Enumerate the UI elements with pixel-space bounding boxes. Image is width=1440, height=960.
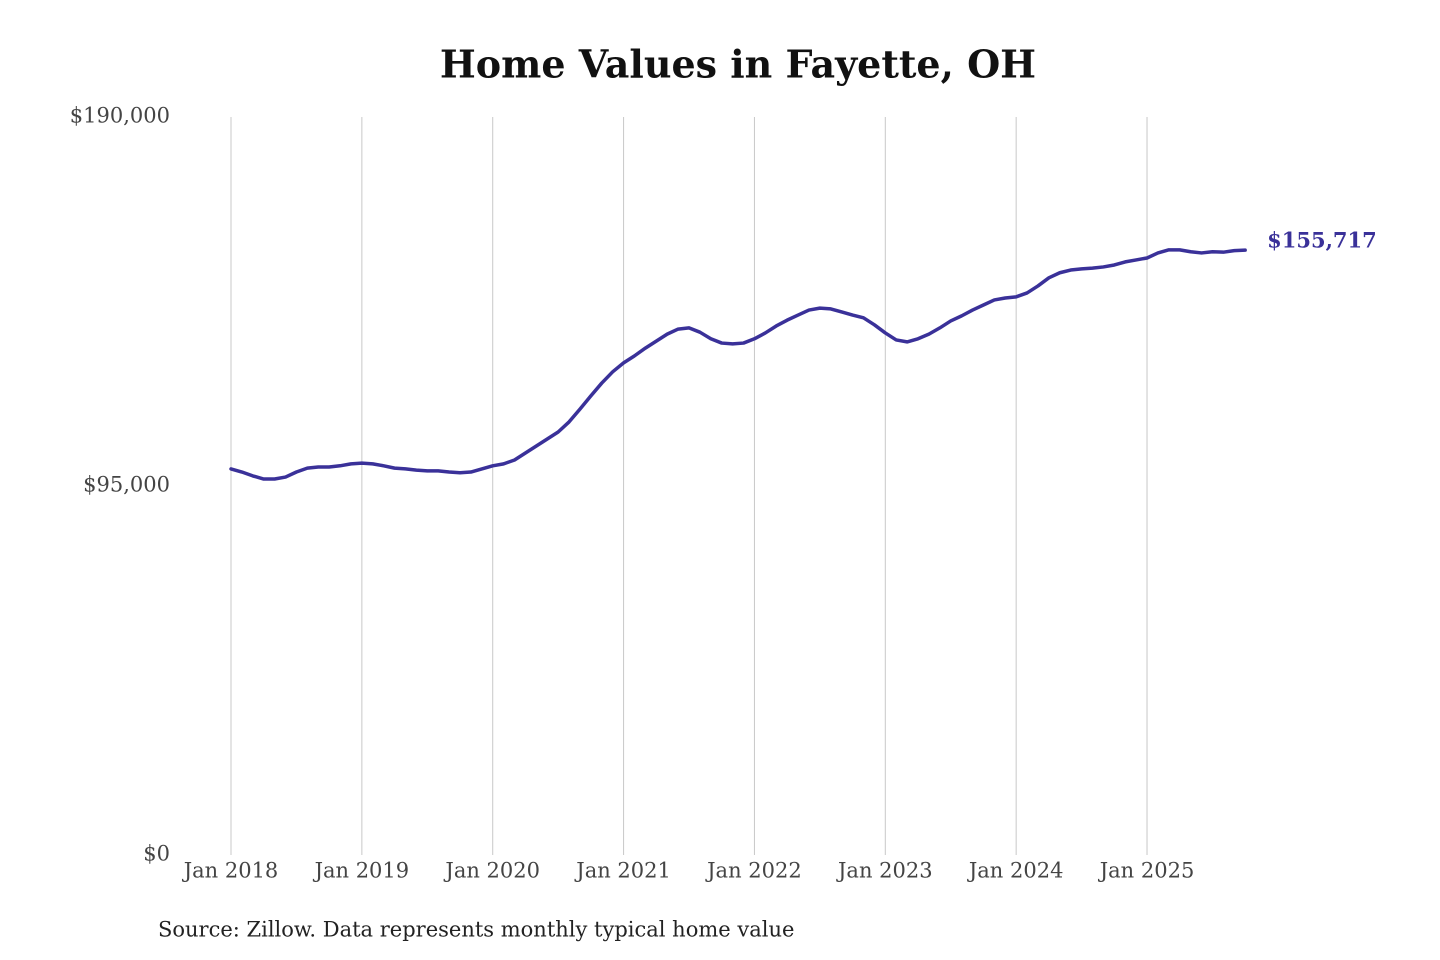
chart-title: Home Values in Fayette, OH <box>440 42 1036 87</box>
y-tick-label: $95,000 <box>83 473 170 497</box>
value-label: $155,717 <box>1267 228 1377 253</box>
x-tick-label: Jan 2020 <box>443 859 540 883</box>
x-tick-label: Jan 2025 <box>1098 859 1195 883</box>
x-tick-label: Jan 2021 <box>574 859 671 883</box>
x-tick-label: Jan 2018 <box>182 859 279 883</box>
source-note: Source: Zillow. Data represents monthly … <box>158 918 794 942</box>
x-tick-label: Jan 2019 <box>313 859 410 883</box>
x-tick-label: Jan 2022 <box>705 859 802 883</box>
line <box>229 248 1247 481</box>
x-tick-label: Jan 2024 <box>967 859 1064 883</box>
y-tick-label: $190,000 <box>70 104 170 128</box>
x-tick-label: Jan 2023 <box>836 859 933 883</box>
y-tick-label: $0 <box>143 842 170 866</box>
